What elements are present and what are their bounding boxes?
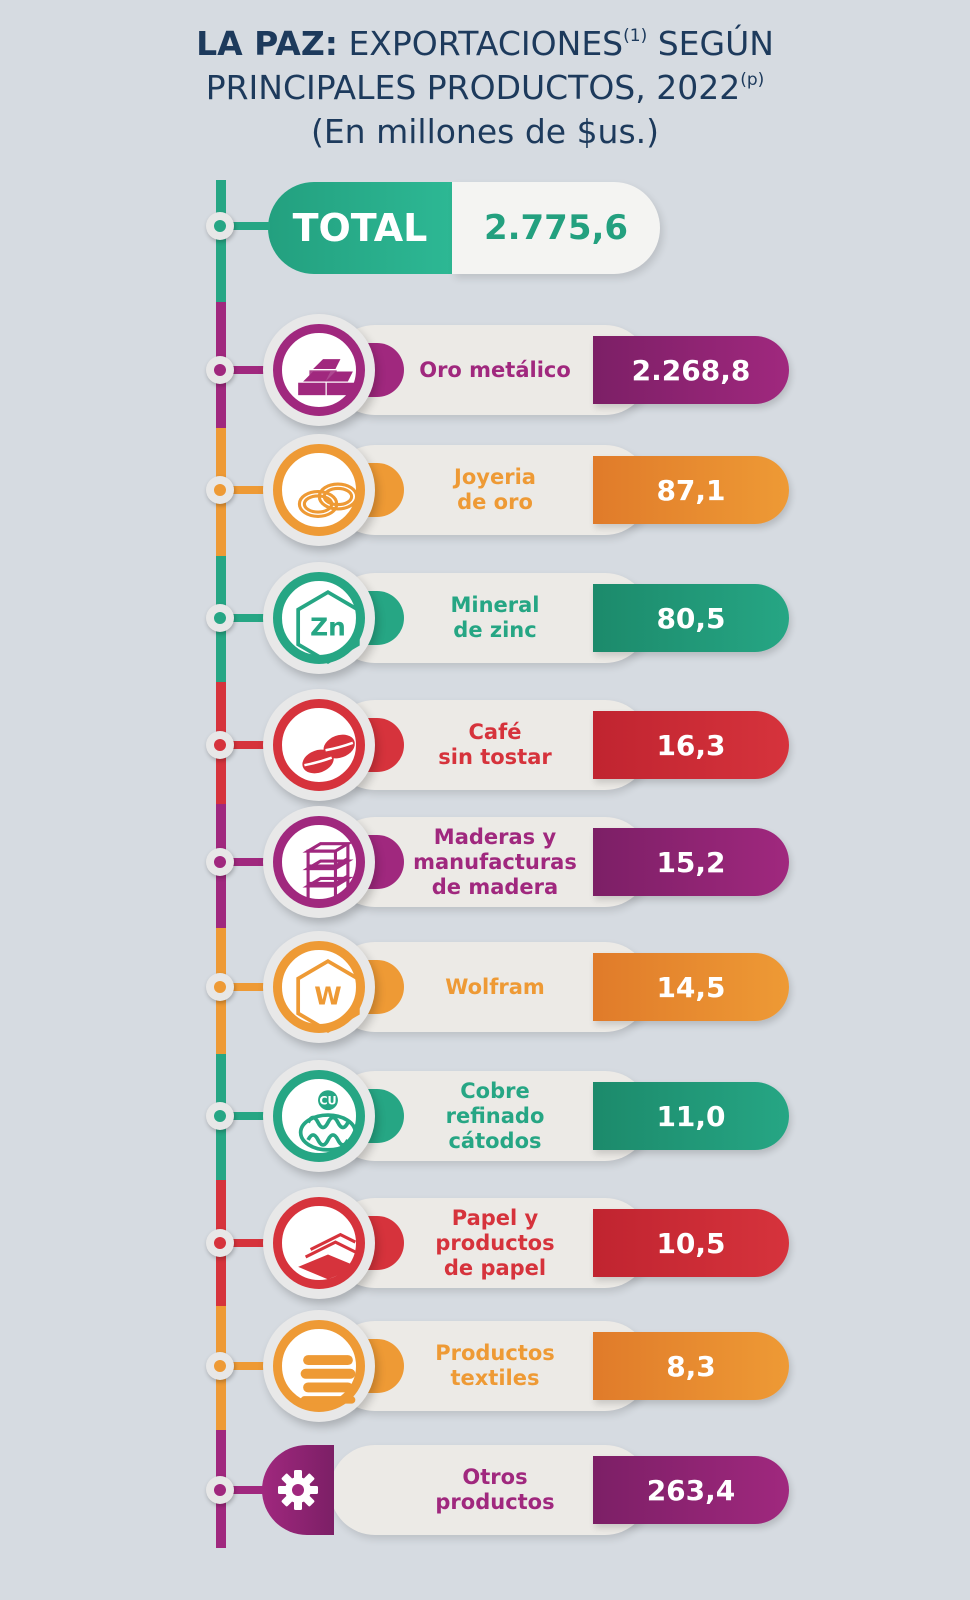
product-label-line: Cobre [460, 1078, 530, 1103]
icon-badge [263, 1310, 375, 1422]
product-label-line: Oro metálico [419, 357, 571, 382]
product-label: Cobre refinado cátodos [400, 1076, 590, 1157]
copper-coil-icon: CU [298, 1090, 358, 1152]
product-label-line: Maderas y [433, 824, 557, 849]
gold-bars-icon [298, 359, 355, 396]
timeline-dot [206, 1352, 234, 1380]
product-value: 2.268,8 [593, 336, 789, 404]
row-connector [222, 1362, 270, 1370]
product-label-line: Café [468, 720, 522, 744]
product-value: 16,3 [593, 711, 789, 779]
title-note2: (p) [740, 70, 765, 90]
total-connector [222, 222, 270, 230]
row-connector [222, 1486, 270, 1494]
product-value: 8,3 [593, 1332, 789, 1400]
total-value: 2.775,6 [452, 182, 660, 274]
product-label: Otros productos [400, 1460, 590, 1520]
row-connector [222, 1239, 270, 1247]
title-line2: PRINCIPALES PRODUCTOS, 2022 [205, 68, 741, 107]
wolfram-hexagon-icon: W [296, 959, 360, 1033]
product-value: 263,4 [593, 1456, 789, 1524]
product-value: 11,0 [593, 1082, 789, 1150]
product-value: 80,5 [593, 584, 789, 652]
rings-icon [297, 482, 359, 518]
textiles-icon [300, 1355, 356, 1404]
timeline-dot [206, 604, 234, 632]
product-label: Joyeria de oro [400, 460, 590, 520]
icon-symbol-text: W [314, 982, 341, 1011]
icon-badge [263, 689, 375, 801]
icon-badge [263, 434, 375, 546]
timeline-dot [206, 731, 234, 759]
title-unit: (En millones de $us.) [310, 112, 660, 151]
timeline-dot [206, 476, 234, 504]
icon-badge [263, 806, 375, 918]
product-label-line: sin tostar [438, 745, 552, 769]
paper-sheets-icon [298, 1232, 358, 1280]
product-label-line: Otros [462, 1465, 528, 1489]
product-label-line: de madera [431, 874, 559, 899]
product-label: Mineral de zinc [400, 588, 590, 648]
product-label-line: Wolfram [445, 974, 545, 999]
timeline-dot [206, 1229, 234, 1257]
product-label: Maderas y manufacturas de madera [400, 822, 590, 903]
product-label-line: de papel [443, 1255, 547, 1280]
row-connector [222, 614, 270, 622]
row-connector [222, 858, 270, 866]
timeline-dot [206, 1102, 234, 1130]
product-label-line: productos [435, 1230, 555, 1255]
product-label-line: refinado [445, 1103, 545, 1128]
timeline-dot [206, 1476, 234, 1504]
chart-title: LA PAZ: EXPORTACIONES(1) SEGÚN PRINCIPAL… [0, 22, 970, 154]
product-label-line: Mineral [450, 593, 540, 617]
product-label: Café sin tostar [400, 715, 590, 775]
product-value: 15,2 [593, 828, 789, 896]
row-connector [222, 366, 270, 374]
timeline-dot [206, 356, 234, 384]
icon-badge: W [263, 931, 375, 1043]
product-label-line: manufacturas [413, 849, 577, 874]
product-label-line: de oro [457, 490, 533, 514]
icon-badge: Zn [263, 562, 375, 674]
coffee-beans-icon [302, 734, 355, 774]
product-value: 14,5 [593, 953, 789, 1021]
wood-planks-icon [302, 842, 354, 903]
row-connector [222, 486, 270, 494]
product-label-line: textiles [450, 1366, 540, 1390]
product-label: Papel y productos de papel [400, 1203, 590, 1284]
total-label: TOTAL [268, 182, 452, 274]
title-region: LA PAZ: [196, 24, 338, 63]
zinc-hexagon-icon: Zn [296, 590, 360, 664]
title-part2: SEGÚN [647, 24, 774, 63]
product-label-line: Papel y [451, 1205, 539, 1230]
spine-segment [216, 180, 226, 302]
product-label-line: de zinc [453, 618, 537, 642]
total-timeline-dot [206, 212, 234, 240]
icon-badge [263, 1187, 375, 1299]
product-label: Wolfram [400, 957, 590, 1017]
timeline-dot [206, 973, 234, 1001]
row-connector [222, 1112, 270, 1120]
title-part1: EXPORTACIONES [337, 24, 624, 63]
total-box: TOTAL 2.775,6 [268, 182, 660, 274]
product-value: 87,1 [593, 456, 789, 524]
title-note1: (1) [623, 26, 648, 46]
product-label: Productos textiles [400, 1336, 590, 1396]
timeline-dot [206, 848, 234, 876]
icon-symbol-text: Zn [310, 613, 346, 642]
product-label-line: Joyeria [454, 465, 536, 489]
icon-badge: CU [263, 1060, 375, 1172]
product-label-line: Productos [435, 1341, 555, 1365]
product-value: 10,5 [593, 1209, 789, 1277]
gear-icon [278, 1470, 318, 1510]
icon-badge [262, 1445, 334, 1535]
product-label-line: productos [435, 1490, 555, 1514]
icon-badge [263, 314, 375, 426]
icon-symbol-text: CU [319, 1094, 336, 1107]
product-label-line: cátodos [448, 1128, 542, 1153]
product-label: Oro metálico [400, 340, 590, 400]
row-connector [222, 741, 270, 749]
row-connector [222, 983, 270, 991]
